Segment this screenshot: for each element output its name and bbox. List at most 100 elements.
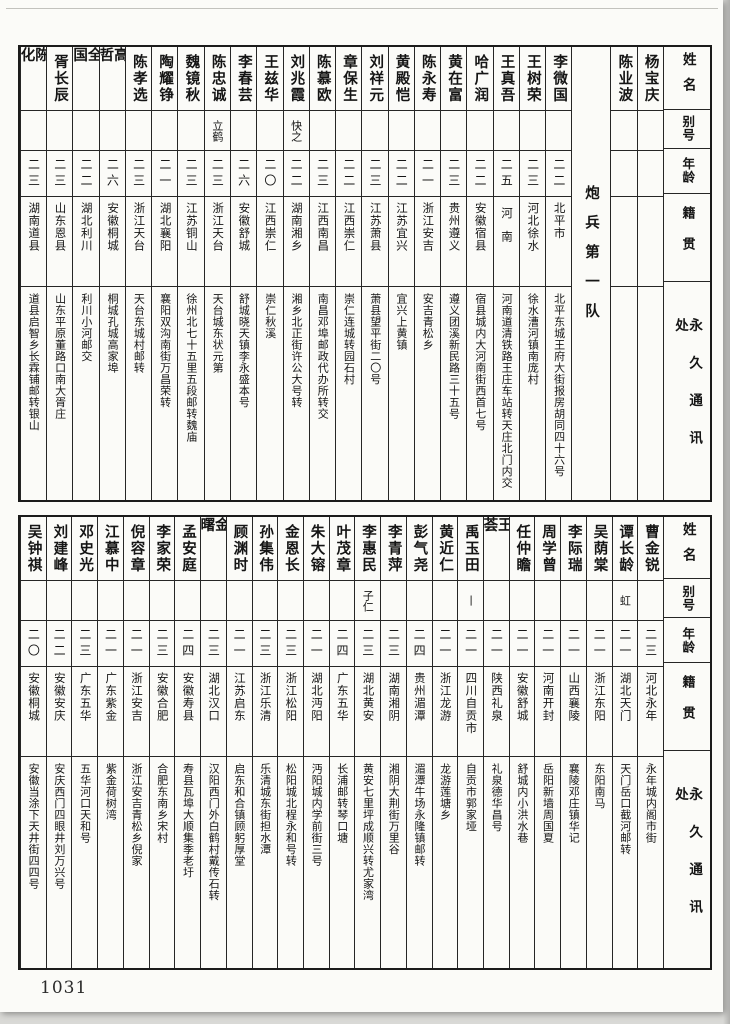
address-cell: 南昌邓埠邮政代办所转交 bbox=[316, 293, 330, 420]
age-cell: 二一 bbox=[586, 621, 612, 667]
header-name-label: 姓名 bbox=[664, 517, 710, 580]
alias-cell bbox=[611, 111, 637, 151]
address-cell: 湘乡北正街许公大号转 bbox=[289, 293, 303, 408]
native-cell bbox=[611, 197, 637, 287]
address-cell: 五华河口天和号 bbox=[78, 763, 92, 844]
address-cell: 湄潭牛场永隆镇邮转 bbox=[412, 763, 426, 867]
address-cell: 永年城内阁市街 bbox=[644, 763, 658, 844]
person-column: 黄在富 二三 贵州遵义 遵义团溪新民路三十五号 bbox=[440, 47, 467, 500]
name-cell: 魏镜秋 bbox=[178, 47, 204, 111]
address-cell: 紫金荷树湾 bbox=[104, 763, 118, 821]
native-cell: 浙江乐清 bbox=[252, 667, 278, 757]
name-cell: 陈化 bbox=[20, 47, 47, 111]
age-cell: 二二 bbox=[283, 151, 309, 197]
person-column: 叶茂章 二四 广东五华 长浦邮转琴口塘 bbox=[328, 517, 355, 968]
person-column: 吴钟祺 二〇 安徽桐城 安徽当涂下天井街四四号 bbox=[20, 517, 46, 968]
name-cell: 陈孝选 bbox=[125, 47, 152, 111]
person-column: 王树荣 二三 河北徐水 徐水漕河镇南庞村 bbox=[518, 47, 546, 500]
person-column: 章保生 二二 江西崇仁 崇仁连城转园石村 bbox=[335, 47, 362, 500]
alias-cell bbox=[586, 581, 612, 621]
address-cell: 天台东城村邮转 bbox=[132, 293, 146, 374]
age-cell: 二四 bbox=[175, 621, 201, 667]
native-cell: 山西襄陵 bbox=[561, 667, 586, 757]
address-cell: 舒城晓天镇李永盛本号 bbox=[237, 293, 251, 408]
alias-cell bbox=[73, 111, 99, 151]
person-column: 李青萍 二三 湖南湘阴 湘阴大荆街万里谷 bbox=[380, 517, 406, 968]
native-cell: 安徽舒城 bbox=[231, 197, 257, 287]
age-cell: 二二 bbox=[546, 151, 572, 197]
native-cell: 安徽桐城 bbox=[99, 197, 125, 287]
address-cell: 启东和合镇顾躬厚堂 bbox=[232, 763, 246, 867]
address-cell: 浙江安吉青松乡倪家 bbox=[130, 763, 144, 867]
address-cell: 长浦邮转琴口塘 bbox=[335, 763, 349, 844]
native-cell: 湖北汉口 bbox=[201, 667, 226, 757]
name-cell: 金恩长 bbox=[278, 517, 303, 581]
address-cell: 河南道清铁路王庄车站转天庄北门内交 bbox=[500, 293, 514, 489]
alias-cell bbox=[441, 111, 467, 151]
native-cell: 湖南道县 bbox=[20, 197, 47, 287]
age-cell: 二三 bbox=[204, 151, 231, 197]
alias-cell: 快之 bbox=[283, 111, 309, 151]
address-cell: 岳阳新墙周国夏 bbox=[541, 763, 555, 844]
age-cell: 二三 bbox=[278, 621, 303, 667]
person-column: 李微国 二二 北平市 北平东城王府大街报房胡同四十六号 bbox=[545, 47, 572, 500]
alias-cell bbox=[99, 111, 125, 151]
address-cell: 桐城孔城高家埠 bbox=[106, 293, 120, 374]
alias-cell bbox=[388, 111, 414, 151]
alias-cell bbox=[546, 111, 572, 151]
alias-cell bbox=[414, 111, 441, 151]
native-cell: 湖北天门 bbox=[612, 667, 638, 757]
age-cell: 二五 bbox=[493, 151, 519, 197]
person-column: 孙集伟 二三 浙江乐清 乐清城东街担水潭 bbox=[251, 517, 278, 968]
name-cell: 顾渊时 bbox=[226, 517, 252, 581]
native-cell: 安徽舒城 bbox=[509, 667, 535, 757]
name-cell: 彭气尧 bbox=[406, 517, 432, 581]
native-cell: 安徽寿县 bbox=[175, 667, 201, 757]
age-cell: 二一 bbox=[561, 621, 586, 667]
alias-cell bbox=[226, 581, 252, 621]
scan-edge-line bbox=[6, 8, 718, 9]
age-cell: 二三 bbox=[309, 151, 336, 197]
native-cell: 江苏萧县 bbox=[362, 197, 388, 287]
alias-cell bbox=[257, 111, 283, 151]
person-column: 全国 二二 湖北利川 利川小河邮交 bbox=[72, 47, 99, 500]
address-cell: 崇仁连城转园石村 bbox=[342, 293, 356, 385]
alias-cell bbox=[46, 581, 72, 621]
address-cell bbox=[611, 287, 636, 500]
address-cell: 寿县瓦埠大顺集季老圩 bbox=[181, 763, 195, 878]
address-cell: 天台城东状元第 bbox=[211, 293, 225, 374]
name-cell: 刘兆霞 bbox=[283, 47, 309, 111]
name-cell: 王兹华 bbox=[257, 47, 283, 111]
age-cell: 二〇 bbox=[21, 621, 46, 667]
address-cell: 安吉青松乡 bbox=[421, 293, 435, 351]
age-cell: 二三 bbox=[20, 151, 47, 197]
native-cell: 四川自贡市 bbox=[458, 667, 483, 757]
age-cell: 二三 bbox=[47, 151, 73, 197]
age-cell: 二三 bbox=[355, 621, 381, 667]
native-cell: 湖北沔阳 bbox=[303, 667, 329, 757]
person-column: 陈忠诚 立鹤 二三 浙江天台 天台城东状元第 bbox=[203, 47, 231, 500]
native-cell: 浙江天台 bbox=[125, 197, 152, 287]
age-cell: 二六 bbox=[99, 151, 125, 197]
address-cell: 乐清城东街担水潭 bbox=[258, 763, 272, 855]
alias-cell bbox=[123, 581, 149, 621]
person-column: 周学曾 二一 河南开封 岳阳新墙周国夏 bbox=[534, 517, 561, 968]
native-cell: 浙江松阳 bbox=[278, 667, 303, 757]
person-column: 顾渊时 二一 江苏启东 启东和合镇顾躬厚堂 bbox=[225, 517, 252, 968]
name-cell: 刘祥元 bbox=[362, 47, 388, 111]
age-cell: 二一 bbox=[432, 621, 458, 667]
alias-cell bbox=[509, 581, 535, 621]
header-address-label: 永久通讯处 bbox=[672, 317, 703, 468]
native-cell: 江苏宜兴 bbox=[388, 197, 414, 287]
name-cell: 陶耀铮 bbox=[152, 47, 178, 111]
age-cell: 二二 bbox=[388, 151, 414, 197]
age-cell: 二六 bbox=[231, 151, 257, 197]
address-cell: 沔阳城内学前街三号 bbox=[310, 763, 324, 867]
address-cell: 黄安七里坪成顺兴转尤家湾 bbox=[361, 763, 375, 901]
alias-cell bbox=[72, 581, 98, 621]
address-cell: 道县启智乡长霖铺邮转银山 bbox=[27, 293, 41, 431]
native-cell: 河北永年 bbox=[638, 667, 663, 757]
age-cell: 二三 bbox=[125, 151, 152, 197]
alias-cell bbox=[20, 111, 47, 151]
